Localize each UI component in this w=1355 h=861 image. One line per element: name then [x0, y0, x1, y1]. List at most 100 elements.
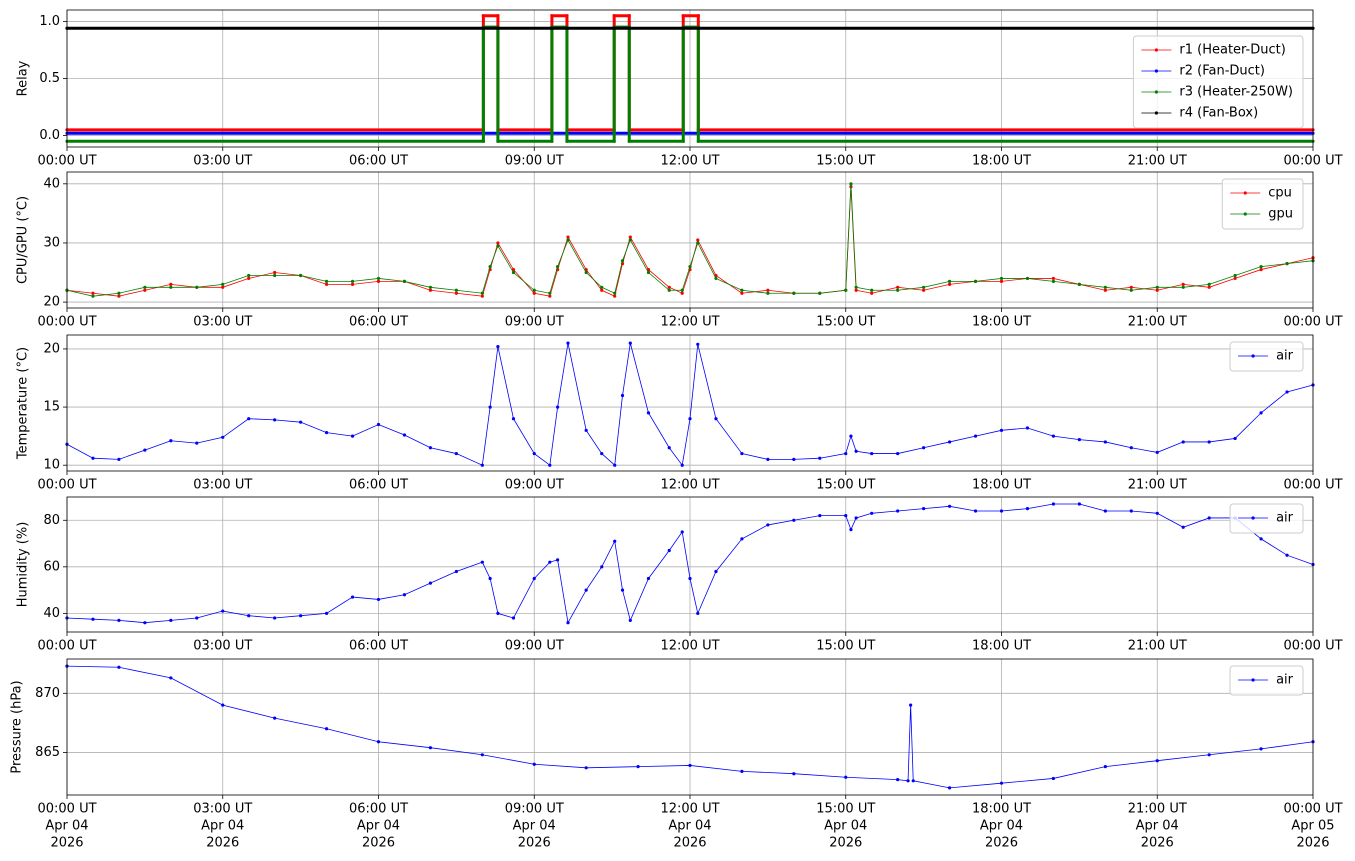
data-point: [947, 282, 952, 286]
x-tick-label: 15:00 UT: [816, 802, 875, 817]
data-point: [566, 341, 570, 345]
data-point: [667, 548, 671, 553]
data-point: [1207, 285, 1211, 289]
data-point: [613, 291, 617, 295]
data-point: [854, 516, 858, 520]
data-point: [1207, 282, 1211, 286]
data-point: [896, 509, 900, 513]
x-tick-label: 12:00 UT: [660, 478, 719, 493]
data-point: [667, 285, 671, 289]
data-point: [1207, 516, 1211, 520]
data-point: [628, 618, 632, 622]
data-point: [117, 291, 121, 295]
legend-marker: [1154, 90, 1158, 94]
legend: cpu gpu: [1221, 178, 1304, 230]
data-point: [973, 279, 978, 283]
panel: 00:00 UT 03:00 UT 06:00 UT 09:00 UT 12:00 UT…: [16, 9, 1343, 169]
legend-marker: [1251, 354, 1255, 358]
data-point: [195, 616, 199, 620]
panel: 00:00 UT Apr 04 2026 03:00 UT Apr 04 2026 06:0…: [10, 658, 1343, 851]
x-tick-label: 2026: [50, 836, 83, 851]
legend-box: [1229, 341, 1304, 372]
data-point: [849, 434, 853, 438]
data-point: [688, 576, 692, 581]
data-point: [854, 449, 858, 453]
data-point: [324, 279, 329, 283]
x-tick-label: Apr 04: [980, 819, 1023, 834]
data-point: [565, 14, 569, 18]
series-line: [66, 503, 1314, 624]
data-point: [628, 238, 632, 242]
x-tick-label: Apr 05: [1291, 819, 1334, 834]
x-tick-label: 03:00 UT: [193, 639, 252, 654]
x-tick-label: 21:00 UT: [1128, 639, 1187, 654]
x-tick-label: 00:00 UT: [37, 639, 96, 654]
data-point: [428, 746, 433, 750]
data-point: [548, 463, 552, 467]
x-tick-label: Apr 04: [513, 819, 556, 834]
x-tick-label: 2026: [1141, 836, 1174, 851]
data-point: [844, 775, 848, 779]
data-point: [1259, 265, 1263, 269]
data-point: [481, 14, 485, 18]
panel: 00:00 UT 03:00 UT 06:00 UT 09:00 UT 12:00 UT…: [16, 334, 1343, 493]
axes-frame: [66, 658, 1314, 796]
data-point: [550, 14, 554, 18]
data-point: [627, 139, 631, 143]
data-point: [1025, 507, 1030, 511]
data-point: [973, 509, 978, 513]
data-point: [532, 762, 536, 766]
data-point: [324, 611, 329, 615]
data-point: [1129, 446, 1133, 450]
x-tick-label: 12:00 UT: [660, 639, 719, 654]
data-point: [402, 593, 407, 597]
data-point: [1103, 285, 1107, 289]
data-point: [896, 288, 900, 292]
data-point: [947, 504, 952, 508]
data-point: [696, 139, 700, 143]
x-tick-label: 21:00 UT: [1128, 154, 1187, 169]
data-point: [481, 139, 485, 143]
data-point: [350, 282, 355, 286]
data-point: [627, 14, 631, 18]
data-point: [1259, 411, 1263, 415]
data-point: [273, 418, 277, 422]
legend-box: [1132, 35, 1304, 129]
panel: 00:00 UT 03:00 UT 06:00 UT 09:00 UT 12:00 UT…: [16, 171, 1343, 330]
data-point: [696, 14, 700, 18]
panel: 00:00 UT 03:00 UT 06:00 UT 09:00 UT 12:00 UT…: [16, 496, 1343, 654]
data-point: [480, 291, 484, 295]
data-point: [1077, 502, 1081, 506]
x-tick-label: 18:00 UT: [972, 154, 1031, 169]
x-tick-label: 12:00 UT: [660, 154, 719, 169]
data-point: [870, 291, 874, 295]
data-point: [169, 285, 173, 289]
x-tick-label: Apr 04: [201, 819, 244, 834]
data-point: [496, 345, 500, 349]
data-point: [273, 616, 277, 620]
data-point: [714, 417, 718, 421]
data-point: [1155, 759, 1159, 763]
data-point: [566, 235, 570, 239]
data-point: [922, 446, 926, 450]
x-tick-label: 09:00 UT: [505, 802, 564, 817]
legend-marker: [1154, 48, 1158, 52]
data-point: [818, 456, 822, 460]
data-point: [911, 779, 915, 783]
data-point: [849, 527, 853, 532]
data-point: [792, 291, 796, 295]
data-point: [247, 417, 251, 421]
data-point: [556, 558, 560, 562]
data-point: [1103, 288, 1107, 292]
x-tick-label: 2026: [206, 836, 239, 851]
x-tick-label: Apr 04: [1136, 819, 1179, 834]
x-tick-label: 00:00 UT: [1283, 154, 1342, 169]
x-tick-label: 03:00 UT: [193, 315, 252, 330]
data-point: [1051, 276, 1056, 281]
data-point: [667, 446, 671, 450]
data-point: [454, 291, 458, 295]
data-point: [680, 463, 684, 467]
data-point: [1155, 511, 1159, 515]
data-point: [350, 279, 355, 283]
data-point: [480, 753, 484, 757]
